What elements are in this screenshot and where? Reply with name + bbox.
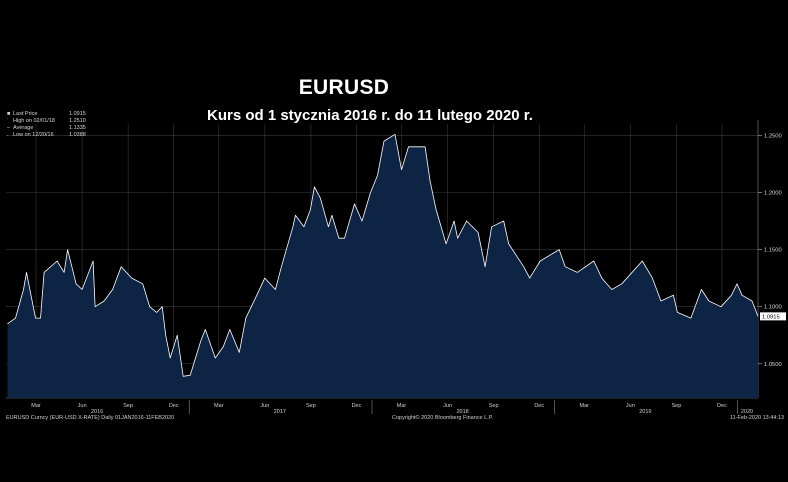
legend-value: 1.1335 [69, 125, 86, 131]
y-tick-label: 1.2000 [764, 191, 782, 197]
x-tick-label: Sep [123, 403, 133, 409]
x-tick-label: Mar [31, 403, 41, 409]
y-tick-label: 1.1000 [764, 305, 782, 311]
x-tick-label: Dec [534, 403, 544, 409]
legend-item-high: ˙ High on 02/01/18 1.2510 [7, 118, 87, 125]
chart-title: EURUSD [298, 76, 390, 99]
x-tick-label: Jun [626, 403, 635, 409]
x-tick-label: Dec [717, 403, 727, 409]
x-tick-label: Jun [260, 403, 269, 409]
x-tick-label: Sep [489, 403, 499, 409]
legend-item-last-price: ■ Last Price 1.0915 [7, 111, 87, 118]
dash-marker-icon: – [7, 125, 11, 131]
legend-value: 1.0915 [69, 111, 86, 117]
legend-item-low: . Low on 12/20/16 1.0388 [7, 132, 87, 139]
y-tick-label: 1.1500 [764, 248, 782, 254]
legend-value: 1.0388 [69, 132, 86, 138]
series-area [7, 134, 758, 399]
x-tick-label: Mar [580, 403, 590, 409]
x-tick-label: Dec [352, 403, 362, 409]
legend-label: High on 02/01/18 [13, 118, 55, 124]
last-price-tag-box [760, 312, 786, 321]
year-label: 2017 [274, 409, 286, 415]
chart-legend: ■ Last Price 1.0915 ˙ High on 02/01/18 1… [7, 111, 87, 139]
x-tick-label: Sep [671, 403, 681, 409]
last-price-tag-label: 1.0915 [762, 314, 780, 320]
year-label: 2019 [639, 409, 651, 415]
year-label: 2018 [456, 409, 468, 415]
y-tick-label: 1.2500 [764, 133, 782, 139]
down-marker-icon: . [7, 132, 9, 138]
up-marker-icon: ˙ [7, 118, 9, 124]
chart-subtitle: Kurs od 1 stycznia 2016 r. do 11 lutego … [207, 107, 533, 124]
square-marker-icon: ■ [7, 111, 11, 117]
y-tick-label: 1.0500 [764, 362, 782, 368]
legend-value: 1.2510 [69, 118, 86, 124]
legend-label: Last Price [13, 111, 38, 117]
footer-timestamp: 11-Feb-2020 13:44:13 [730, 415, 785, 421]
x-tick-label: Jun [78, 403, 87, 409]
footer-copyright: Copyright© 2020 Bloomberg Finance L.P. [392, 415, 494, 421]
x-tick-label: Mar [214, 403, 224, 409]
x-tick-label: Dec [169, 403, 179, 409]
x-tick-label: Mar [397, 403, 407, 409]
x-tick-label: Sep [306, 403, 316, 409]
year-label: 2016 [91, 409, 103, 415]
legend-label: Average [13, 125, 34, 131]
year-label: 2020 [741, 409, 753, 415]
legend-label: Low on 12/20/16 [13, 132, 54, 138]
legend-item-average: – Average 1.1335 [7, 125, 87, 132]
x-tick-label: Jun [443, 403, 452, 409]
footer-source: EURUSD Curncy (EUR-USD X-RATE) Daily 01J… [6, 415, 175, 421]
series-line [7, 133, 759, 377]
